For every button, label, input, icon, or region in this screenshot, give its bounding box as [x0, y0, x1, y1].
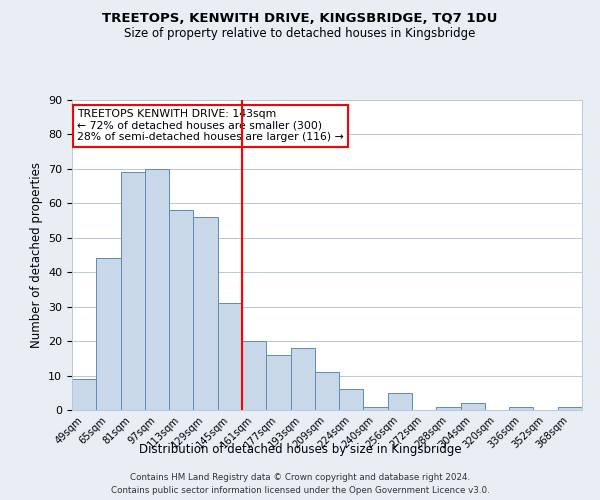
Bar	[290, 348, 315, 410]
Bar	[558, 406, 582, 410]
Bar	[242, 341, 266, 410]
Bar	[364, 406, 388, 410]
Bar	[169, 210, 193, 410]
Text: Contains public sector information licensed under the Open Government Licence v3: Contains public sector information licen…	[110, 486, 490, 495]
Bar	[193, 217, 218, 410]
Bar	[388, 393, 412, 410]
Text: TREETOPS KENWITH DRIVE: 143sqm
← 72% of detached houses are smaller (300)
28% of: TREETOPS KENWITH DRIVE: 143sqm ← 72% of …	[77, 110, 344, 142]
Bar	[121, 172, 145, 410]
Bar	[461, 403, 485, 410]
Bar	[339, 390, 364, 410]
Bar	[96, 258, 121, 410]
Text: Size of property relative to detached houses in Kingsbridge: Size of property relative to detached ho…	[124, 28, 476, 40]
Bar	[266, 355, 290, 410]
Bar	[436, 406, 461, 410]
Y-axis label: Number of detached properties: Number of detached properties	[29, 162, 43, 348]
Bar	[315, 372, 339, 410]
Bar	[72, 379, 96, 410]
Bar	[509, 406, 533, 410]
Bar	[145, 169, 169, 410]
Text: TREETOPS, KENWITH DRIVE, KINGSBRIDGE, TQ7 1DU: TREETOPS, KENWITH DRIVE, KINGSBRIDGE, TQ…	[103, 12, 497, 26]
Text: Distribution of detached houses by size in Kingsbridge: Distribution of detached houses by size …	[139, 442, 461, 456]
Text: Contains HM Land Registry data © Crown copyright and database right 2024.: Contains HM Land Registry data © Crown c…	[130, 472, 470, 482]
Bar	[218, 303, 242, 410]
